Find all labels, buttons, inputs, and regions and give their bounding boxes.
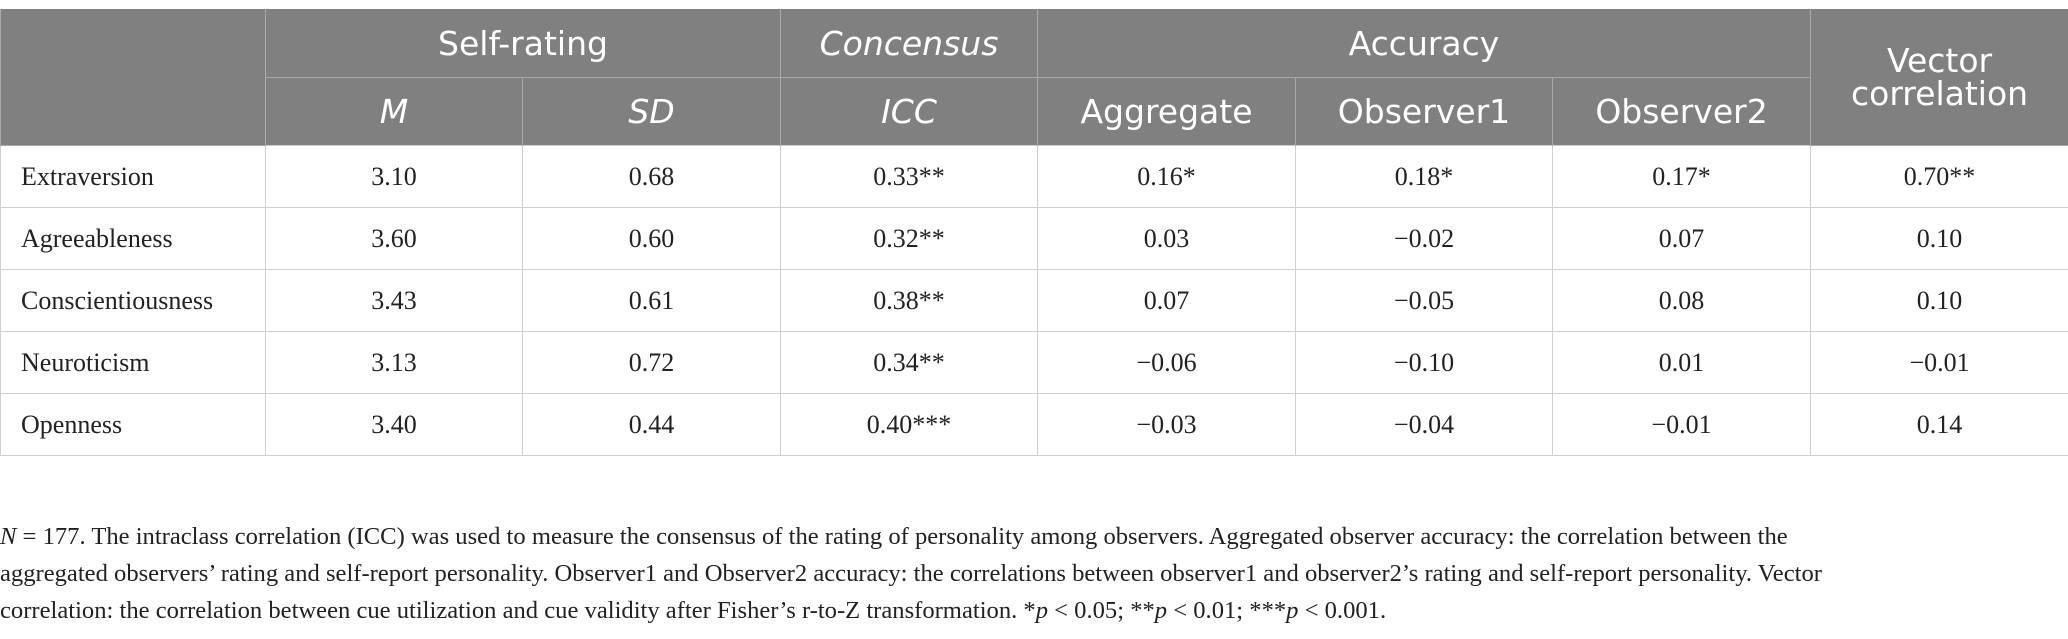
cell: −0.06 [1037, 331, 1296, 394]
footnote-text: aggregated observers’ rating and self-re… [0, 560, 1822, 587]
row-label: Extraversion [0, 145, 266, 208]
cell: 0.10 [1810, 269, 2068, 332]
header-cell [0, 9, 266, 146]
cell: 0.33** [780, 145, 1038, 208]
footnote-text: N [0, 523, 17, 550]
cell: −0.05 [1295, 269, 1553, 332]
cell: 0.14 [1810, 393, 2068, 456]
cell: 3.10 [265, 145, 523, 208]
cell: 0.44 [522, 393, 781, 456]
footnote-line: N = 177. The intraclass correlation (ICC… [0, 518, 1822, 555]
cell: 0.34** [780, 331, 1038, 394]
cell: 0.40*** [780, 393, 1038, 456]
footnote-text: correlation: the correlation between cue… [0, 597, 1036, 624]
cell: −0.03 [1037, 393, 1296, 456]
cell: 0.01 [1551, 331, 1812, 394]
footnote-line: correlation: the correlation between cue… [0, 592, 1822, 629]
table-row: Agreeableness 3.60 0.60 0.32** 0.03 −0.02 0.07… [0, 207, 2068, 270]
header-cell: Vector correlation [1810, 9, 2068, 146]
header-cell: Aggregate [1037, 77, 1296, 146]
table-row: Conscientiousness 3.43 0.61 0.38** 0.07 −0.05… [0, 269, 2068, 332]
table-row: Openness 3.40 0.44 0.40*** −0.03 −0.04 −0.01 0.… [0, 393, 2068, 456]
table-row: Extraversion 3.10 0.68 0.33** 0.16* 0.18* 0.17… [0, 145, 2068, 208]
cell: 3.60 [265, 207, 523, 270]
header-cell: M [265, 77, 523, 146]
cell: −0.01 [1810, 331, 2068, 394]
footnote-text: p [1035, 597, 1049, 624]
table-body: Extraversion 3.10 0.68 0.33** 0.16* 0.18* 0.17… [0, 145, 2068, 456]
cell: 0.07 [1037, 269, 1296, 332]
header-cell: Self-rating [265, 9, 781, 78]
cell: 3.13 [265, 331, 523, 394]
footnote-line: aggregated observers’ rating and self-re… [0, 555, 1822, 592]
cell: 0.61 [522, 269, 781, 332]
cell: −0.04 [1295, 393, 1553, 456]
row-label: Neuroticism [0, 331, 266, 394]
cell: 0.38** [780, 269, 1038, 332]
header-cell: Concensus [780, 9, 1038, 78]
cell: 0.03 [1037, 207, 1296, 270]
cell: 0.16* [1037, 145, 1296, 208]
row-label: Openness [0, 393, 266, 456]
header-cell: Accuracy [1036, 9, 1812, 78]
cell: 0.70** [1810, 145, 2068, 208]
header-cell: ICC [780, 77, 1038, 146]
footnote: N = 177. The intraclass correlation (ICC… [0, 518, 1822, 629]
cell: −0.02 [1295, 207, 1553, 270]
cell: 0.07 [1551, 207, 1812, 270]
data-table: Self-rating Concensus Accuracy Vector co… [0, 9, 2068, 456]
cell: 0.18* [1295, 145, 1553, 208]
footnote-text: < 0.01; *** [1167, 597, 1287, 624]
cell: 0.17* [1551, 145, 1812, 208]
footnote-text: = 177. The intraclass correlation (ICC) … [16, 523, 1788, 550]
cell: 0.10 [1810, 207, 2068, 270]
cell: 3.40 [265, 393, 523, 456]
header-cell: SD [522, 77, 781, 146]
cell: 0.32** [780, 207, 1038, 270]
cell: 0.68 [522, 145, 781, 208]
header-cell: Observer2 [1551, 77, 1812, 146]
cell: 0.60 [522, 207, 781, 270]
table-row: Neuroticism 3.13 0.72 0.34** −0.06 −0.10 0.01−… [0, 331, 2068, 394]
cell: −0.10 [1295, 331, 1553, 394]
row-label: Agreeableness [0, 207, 266, 270]
header-cell: Observer1 [1295, 77, 1553, 146]
cell: 0.72 [522, 331, 781, 394]
row-label: Conscientiousness [0, 269, 266, 332]
cell: 3.43 [265, 269, 523, 332]
footnote-text: < 0.05; ** [1048, 597, 1155, 624]
cell: −0.01 [1551, 393, 1812, 456]
footnote-text: < 0.001. [1298, 597, 1387, 624]
footnote-text: p [1286, 597, 1299, 624]
cell: 0.08 [1551, 269, 1812, 332]
footnote-text: p [1154, 597, 1168, 624]
